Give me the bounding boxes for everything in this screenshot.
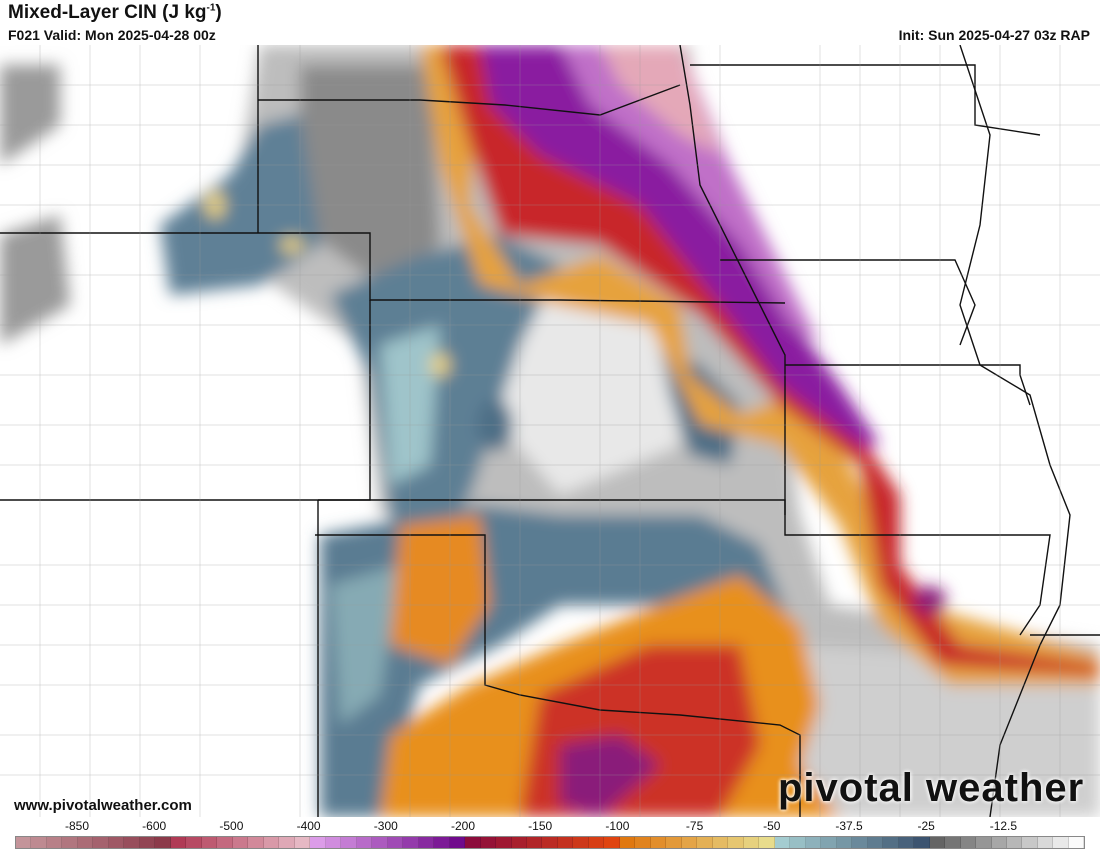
colorbar-swatch	[124, 837, 140, 848]
colorbar-swatch	[1068, 837, 1085, 848]
colorbar-swatch	[387, 837, 404, 848]
cin-field	[0, 45, 1100, 817]
colorbar-swatch	[991, 837, 1007, 848]
colorbar-swatch	[325, 837, 342, 848]
colorbar-swatch	[279, 837, 295, 848]
colorbar-swatch	[217, 837, 233, 848]
colorbar-swatch	[139, 837, 156, 848]
colorbar-swatch	[929, 837, 946, 848]
colorbar-swatch	[898, 837, 915, 848]
colorbar-swatch	[976, 837, 992, 848]
colorbar-swatch	[836, 837, 853, 848]
colorbar-tick-label: -600	[142, 819, 167, 833]
colorbar-swatch	[883, 837, 899, 848]
colorbar-swatch	[650, 837, 667, 848]
site-url[interactable]: www.pivotalweather.com	[14, 797, 192, 814]
colorbar-swatch	[867, 837, 884, 848]
colorbar-swatch	[403, 837, 419, 848]
colorbar-swatch	[496, 837, 512, 848]
county-lines	[0, 45, 1100, 817]
colorbar-swatch	[62, 837, 78, 848]
colorbar-swatch	[852, 837, 868, 848]
colorbar-swatch	[759, 837, 775, 848]
colorbar-tick-label: -150	[528, 819, 553, 833]
colorbar-swatch	[557, 837, 574, 848]
colorbar-swatch	[449, 837, 466, 848]
colorbar-swatch	[914, 837, 930, 848]
colorbar-swatch	[511, 837, 527, 848]
map-title: Mixed-Layer CIN (J kg-1)	[8, 2, 222, 23]
colorbar-swatch	[294, 837, 311, 848]
colorbar-swatch	[666, 837, 682, 848]
colorbar-swatch	[108, 837, 125, 848]
colorbar-swatch	[960, 837, 977, 848]
colorbar-swatch	[465, 837, 481, 848]
colorbar-tick-label: -75	[685, 819, 704, 833]
colorbar-swatch	[418, 837, 435, 848]
colorbar-tick-label: -37.5	[835, 819, 863, 833]
colorbar-swatch	[542, 837, 558, 848]
colorbar-swatch	[263, 837, 280, 848]
colorbar-swatch	[1022, 837, 1038, 848]
colorbar-swatch	[155, 837, 171, 848]
colorbar-swatch	[790, 837, 806, 848]
colorbar-swatch	[232, 837, 249, 848]
colorbar-swatch	[372, 837, 388, 848]
colorbar-swatch	[681, 837, 698, 848]
colorbar-swatch	[728, 837, 744, 848]
colorbar-swatches	[15, 836, 1085, 849]
colorbar-swatch	[248, 837, 264, 848]
colorbar-swatch	[743, 837, 760, 848]
colorbar-swatch	[170, 837, 187, 848]
colorbar-swatch	[31, 837, 47, 848]
colorbar-swatch	[1007, 837, 1023, 848]
colorbar-swatch	[16, 837, 32, 848]
colorbar-swatch	[186, 837, 202, 848]
colorbar-tick-label: -12.5	[989, 819, 1018, 833]
colorbar-tick-label: -400	[296, 819, 321, 833]
colorbar-swatch	[573, 837, 589, 848]
colorbar-tick-label: -100	[605, 819, 630, 833]
colorbar-swatch	[1053, 837, 1069, 848]
colorbar-swatch	[774, 837, 791, 848]
pivotal-weather-logo: pivotal weather	[778, 766, 1085, 810]
colorbar-swatch	[93, 837, 109, 848]
colorbar: -850 -600 -500 -400 -300 -200 -150 -100 -75 -50 -3…	[0, 817, 1100, 850]
colorbar-swatch	[480, 837, 497, 848]
colorbar-swatch	[821, 837, 837, 848]
colorbar-swatch	[46, 837, 63, 848]
valid-time: F021 Valid: Mon 2025-04-28 00z	[8, 27, 216, 43]
colorbar-swatch	[945, 837, 961, 848]
colorbar-tick-label: -200	[450, 819, 476, 833]
colorbar-swatch	[604, 837, 620, 848]
colorbar-swatch	[1037, 837, 1054, 848]
cin-map	[0, 45, 1100, 817]
colorbar-tick-label: -300	[373, 819, 398, 833]
colorbar-tick-label: -500	[219, 819, 244, 833]
init-time: Init: Sun 2025-04-27 03z RAP	[898, 27, 1090, 43]
colorbar-swatch	[712, 837, 729, 848]
colorbar-tick-label: -50	[763, 819, 781, 833]
colorbar-swatch	[341, 837, 357, 848]
colorbar-swatch	[635, 837, 651, 848]
colorbar-swatch	[310, 837, 326, 848]
colorbar-swatch	[588, 837, 605, 848]
colorbar-tick-label: -850	[64, 819, 90, 833]
colorbar-swatch	[805, 837, 822, 848]
colorbar-swatch	[619, 837, 636, 848]
colorbar-swatch	[201, 837, 218, 848]
colorbar-tick-label: -25	[917, 819, 935, 833]
colorbar-swatch	[697, 837, 713, 848]
colorbar-swatch	[526, 837, 543, 848]
colorbar-swatch	[77, 837, 94, 848]
colorbar-swatch	[434, 837, 450, 848]
colorbar-swatch	[356, 837, 373, 848]
